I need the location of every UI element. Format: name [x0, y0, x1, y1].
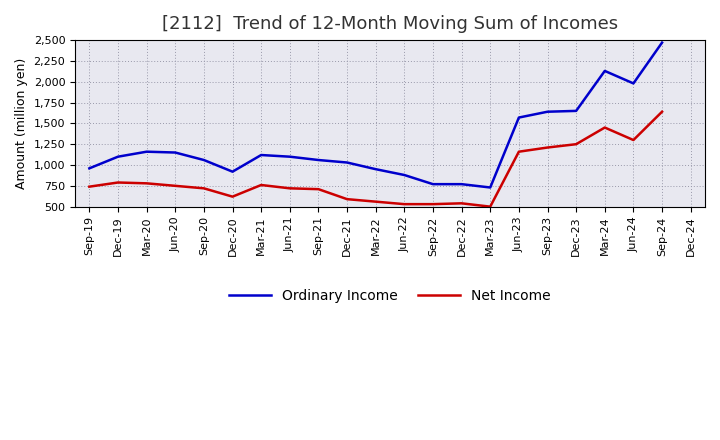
Ordinary Income: [85, 166, 94, 171]
Ordinary Income: [228, 169, 237, 174]
Net Income: [143, 181, 151, 186]
Net Income: [85, 184, 94, 189]
Ordinary Income: [171, 150, 179, 155]
Net Income: [600, 125, 609, 130]
Ordinary Income: [428, 182, 437, 187]
Ordinary Income: [572, 108, 580, 114]
Line: Ordinary Income: Ordinary Income: [89, 43, 662, 187]
Ordinary Income: [486, 185, 495, 190]
Net Income: [515, 149, 523, 154]
Net Income: [199, 186, 208, 191]
Ordinary Income: [543, 109, 552, 114]
Net Income: [314, 187, 323, 192]
Ordinary Income: [600, 68, 609, 73]
Ordinary Income: [400, 172, 409, 178]
Ordinary Income: [114, 154, 122, 159]
Net Income: [486, 204, 495, 209]
Net Income: [629, 137, 638, 143]
Net Income: [400, 202, 409, 207]
Ordinary Income: [629, 81, 638, 86]
Ordinary Income: [658, 40, 667, 45]
Net Income: [228, 194, 237, 199]
Net Income: [343, 197, 351, 202]
Net Income: [543, 145, 552, 150]
Net Income: [457, 201, 466, 206]
Ordinary Income: [515, 115, 523, 120]
Ordinary Income: [457, 182, 466, 187]
Net Income: [572, 142, 580, 147]
Net Income: [428, 202, 437, 207]
Title: [2112]  Trend of 12-Month Moving Sum of Incomes: [2112] Trend of 12-Month Moving Sum of I…: [162, 15, 618, 33]
Y-axis label: Amount (million yen): Amount (million yen): [15, 58, 28, 189]
Ordinary Income: [257, 152, 266, 158]
Net Income: [257, 182, 266, 187]
Ordinary Income: [314, 158, 323, 163]
Ordinary Income: [199, 158, 208, 163]
Ordinary Income: [343, 160, 351, 165]
Legend: Ordinary Income, Net Income: Ordinary Income, Net Income: [224, 283, 557, 308]
Ordinary Income: [143, 149, 151, 154]
Net Income: [372, 199, 380, 204]
Ordinary Income: [372, 166, 380, 172]
Net Income: [285, 186, 294, 191]
Net Income: [114, 180, 122, 185]
Line: Net Income: Net Income: [89, 112, 662, 207]
Ordinary Income: [285, 154, 294, 159]
Net Income: [658, 109, 667, 114]
Net Income: [171, 183, 179, 188]
